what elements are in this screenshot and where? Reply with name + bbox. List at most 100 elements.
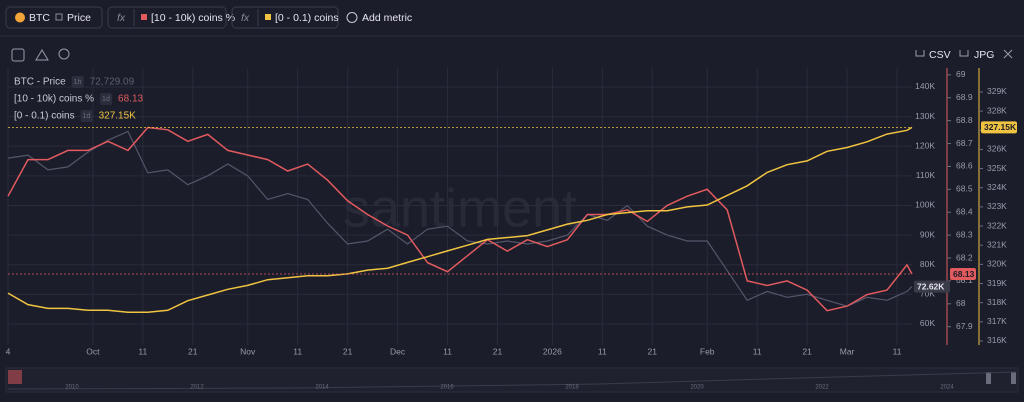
y3-tick-label: 323K — [987, 201, 1007, 211]
y2-tick-label: 68.1 — [956, 275, 973, 285]
navigator-year: 2018 — [565, 385, 579, 391]
metric-chip[interactable] — [231, 6, 339, 29]
value-label: 327.15K — [984, 122, 1017, 132]
download-icon — [959, 50, 969, 57]
navigator-line — [7, 371, 1017, 390]
navigator-year: 2020 — [690, 385, 704, 391]
asset-name: BTC — [29, 12, 50, 24]
cursor-tool[interactable] — [11, 48, 25, 62]
navigator-year: 2016 — [440, 385, 454, 391]
y2-tick-label: 68.6 — [956, 161, 973, 171]
y3-tick-label: 316K — [987, 335, 1007, 345]
legend-value: 327.15K — [99, 111, 137, 122]
jpg-button[interactable]: JPG — [974, 49, 994, 61]
x-tick-label: 11 — [138, 346, 147, 356]
watermark: santiment — [343, 178, 577, 238]
y3-tick-label: 319K — [987, 278, 1007, 288]
navigator-year: 2022 — [815, 385, 829, 391]
x-tick-label: Dec — [390, 346, 406, 356]
navigator-year: 2010 — [65, 385, 79, 391]
add-icon[interactable] — [346, 12, 358, 23]
value-label: 68.13 — [953, 269, 975, 279]
x-tick-label: 21 — [802, 346, 812, 356]
y2-tick-label: 69 — [956, 69, 966, 79]
x-tick-label: Nov — [240, 346, 256, 356]
x-tick-label: Mar — [840, 346, 855, 356]
legend-value: 68.13 — [118, 94, 143, 105]
btc-icon — [15, 12, 25, 23]
y-tick-label: 70K — [920, 289, 935, 299]
y-tick-label: 140K — [915, 81, 935, 91]
value-badge — [981, 121, 1017, 134]
legend-interval: 1d — [83, 113, 91, 120]
zoom-tool[interactable] — [58, 48, 70, 60]
y3-tick-label: 328K — [987, 105, 1007, 115]
y2-tick-label: 68.8 — [956, 115, 973, 125]
download-icon — [915, 50, 925, 57]
fx-icon: fx — [241, 12, 250, 24]
y2-tick-label: 68.5 — [956, 184, 973, 194]
metric-chip-label: [0 - 0.1) coins — [275, 12, 339, 24]
value-badge — [914, 280, 950, 293]
navigator-year: 2012 — [190, 385, 204, 391]
series-swatch — [141, 14, 147, 20]
y3-tick-label: 324K — [987, 182, 1007, 192]
x-tick-label: 4 — [6, 346, 11, 356]
x-tick-label: 21 — [343, 346, 353, 356]
y2-tick-label: 68.2 — [956, 252, 973, 262]
navigator-handle[interactable] — [1011, 372, 1016, 384]
legend-interval: 1d — [102, 96, 110, 103]
y-tick-label: 130K — [915, 111, 935, 121]
add-metric[interactable]: Add metric — [362, 12, 412, 24]
y3-tick-label: 322K — [987, 220, 1007, 230]
metric-name: Price — [67, 12, 91, 24]
navigator-year: 2024 — [940, 385, 954, 391]
legend-value: 72,729.09 — [90, 77, 135, 88]
navigator-handle[interactable] — [986, 372, 991, 384]
legend-interval-badge — [100, 93, 113, 105]
series-swatch — [265, 14, 271, 20]
y3-tick-label: 317K — [987, 316, 1007, 326]
value-label: 72.62K — [917, 281, 945, 291]
x-tick-label: 11 — [753, 346, 762, 356]
legend-interval-badge — [80, 110, 93, 122]
y2-tick-label: 68.9 — [956, 92, 973, 102]
legend-interval-badge — [71, 76, 84, 88]
x-tick-label: 21 — [188, 346, 198, 356]
y3-tick-label: 318K — [987, 297, 1007, 307]
x-tick-label: Feb — [700, 346, 715, 356]
metric-icon — [55, 13, 63, 21]
y3-tick-label: 326K — [987, 144, 1007, 154]
navigator-year: 2014 — [315, 385, 329, 391]
x-tick-label: 11 — [293, 346, 302, 356]
y-tick-label: 90K — [920, 229, 935, 239]
series-line — [7, 130, 913, 307]
y2-tick-label: 67.9 — [956, 321, 973, 331]
x-tick-label: 11 — [893, 346, 902, 356]
x-tick-label: 2026 — [543, 346, 562, 356]
metric-chip[interactable] — [107, 6, 227, 29]
legend-name: [10 - 10k) coins % — [14, 94, 94, 105]
y2-tick-label: 68.4 — [956, 206, 973, 216]
y-tick-label: 100K — [915, 200, 935, 210]
y2-tick-label: 68.7 — [956, 138, 973, 148]
value-badge — [950, 268, 976, 281]
y2-tick-label: 68.3 — [956, 229, 973, 239]
y3-tick-label: 325K — [987, 163, 1007, 173]
y-tick-label: 60K — [920, 318, 935, 328]
x-tick-label: Oct — [86, 346, 100, 356]
y-tick-label: 120K — [915, 140, 935, 150]
shape-tool[interactable] — [35, 49, 49, 61]
fx-icon: fx — [117, 12, 126, 24]
x-tick-label: 11 — [598, 346, 607, 356]
y3-tick-label: 321K — [987, 239, 1007, 249]
x-tick-label: 11 — [443, 346, 452, 356]
fullscreen-button[interactable] — [1003, 49, 1013, 59]
y-tick-label: 110K — [916, 170, 936, 180]
legend-name: BTC - Price — [14, 77, 66, 88]
navigator-handle[interactable] — [8, 370, 22, 384]
csv-button[interactable]: CSV — [929, 49, 951, 61]
asset-chip[interactable] — [5, 6, 103, 29]
